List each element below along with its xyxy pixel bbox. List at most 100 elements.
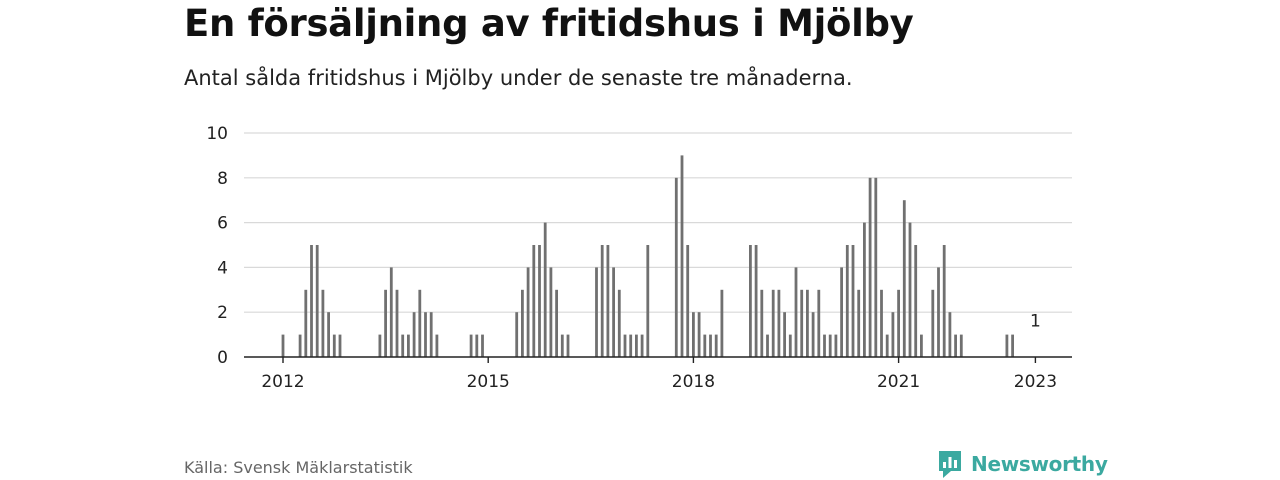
bar	[777, 289, 781, 357]
y-tick-label: 2	[217, 303, 228, 323]
bar	[754, 245, 758, 357]
bar	[880, 289, 883, 357]
bar	[783, 312, 786, 357]
bar	[389, 267, 393, 357]
y-tick-label: 10	[206, 124, 228, 144]
bar	[697, 312, 701, 357]
bar	[720, 289, 724, 357]
bar	[834, 334, 838, 357]
bar	[298, 334, 302, 357]
bar	[948, 312, 952, 357]
bar	[874, 177, 878, 357]
bar	[304, 289, 308, 357]
bar	[606, 245, 610, 357]
bar	[281, 334, 285, 357]
bar	[469, 334, 473, 357]
bar	[788, 334, 792, 357]
bar	[749, 245, 752, 357]
bar	[629, 334, 633, 357]
labels: 0 2 4 6 8 10 2012 2015 2018 2021 2023 1	[206, 124, 1057, 392]
bar	[395, 289, 399, 357]
y-tick-label: 6	[217, 214, 228, 234]
bar	[378, 334, 382, 357]
axes	[244, 356, 1072, 363]
bar	[811, 312, 815, 357]
bar	[828, 334, 832, 357]
bar	[338, 334, 342, 357]
bar	[937, 267, 940, 357]
bar	[954, 334, 957, 357]
bar	[714, 334, 718, 357]
bar	[692, 312, 695, 357]
x-tick-label: 2023	[1014, 372, 1057, 392]
bar	[920, 334, 923, 357]
bar	[902, 200, 906, 357]
bar	[315, 245, 319, 357]
bar	[401, 334, 405, 357]
bar	[845, 245, 849, 357]
bar	[595, 267, 598, 357]
bar	[332, 334, 336, 357]
chart-title: En försäljning av fritidshus i Mjölby	[184, 2, 914, 45]
bar	[868, 177, 872, 357]
bar	[623, 334, 627, 357]
bar	[327, 312, 330, 357]
bar	[532, 245, 536, 357]
bar	[1005, 334, 1009, 357]
bar	[851, 245, 855, 357]
bar	[481, 334, 484, 357]
bar	[521, 289, 524, 357]
bar	[310, 245, 313, 357]
bar	[800, 289, 804, 357]
bar	[914, 245, 918, 357]
bar	[435, 334, 439, 357]
bar	[806, 289, 809, 357]
bar	[885, 334, 889, 357]
bar	[321, 289, 325, 357]
brand-name: Newsworthy	[971, 452, 1108, 476]
bar	[412, 312, 416, 357]
bar	[863, 222, 866, 357]
bar	[823, 334, 826, 357]
bar	[543, 222, 547, 357]
bar	[646, 245, 650, 357]
bar	[640, 334, 644, 357]
bar	[891, 312, 895, 357]
bar	[840, 267, 843, 357]
bar	[384, 289, 387, 357]
bar	[680, 155, 684, 357]
bar	[612, 267, 615, 357]
bar	[686, 245, 690, 357]
bar	[635, 334, 638, 357]
bar	[424, 312, 427, 357]
bar	[475, 334, 479, 357]
bar	[560, 334, 564, 357]
data-label: 1	[1030, 312, 1041, 332]
bar	[600, 245, 604, 357]
bar	[760, 289, 764, 357]
brand[interactable]: Newsworthy	[937, 449, 1108, 479]
bar	[897, 289, 900, 357]
bar	[515, 312, 519, 357]
bar	[418, 289, 422, 357]
bar	[817, 289, 821, 357]
bars	[281, 155, 1014, 357]
bar	[857, 289, 861, 357]
bar	[931, 289, 935, 357]
bar	[959, 334, 963, 357]
bar	[555, 289, 558, 357]
source-note: Källa: Svensk Mäklarstatistik	[184, 458, 413, 477]
x-tick-label: 2012	[261, 372, 304, 392]
bar	[766, 334, 769, 357]
bar	[549, 267, 553, 357]
bar	[794, 267, 798, 357]
chart-subtitle: Antal sålda fritidshus i Mjölby under de…	[184, 66, 853, 90]
bar	[566, 334, 570, 357]
bar	[407, 334, 410, 357]
bar	[942, 245, 946, 357]
bar	[1011, 334, 1014, 357]
bar	[538, 245, 541, 357]
x-tick-label: 2015	[467, 372, 510, 392]
x-tick-label: 2021	[877, 372, 920, 392]
